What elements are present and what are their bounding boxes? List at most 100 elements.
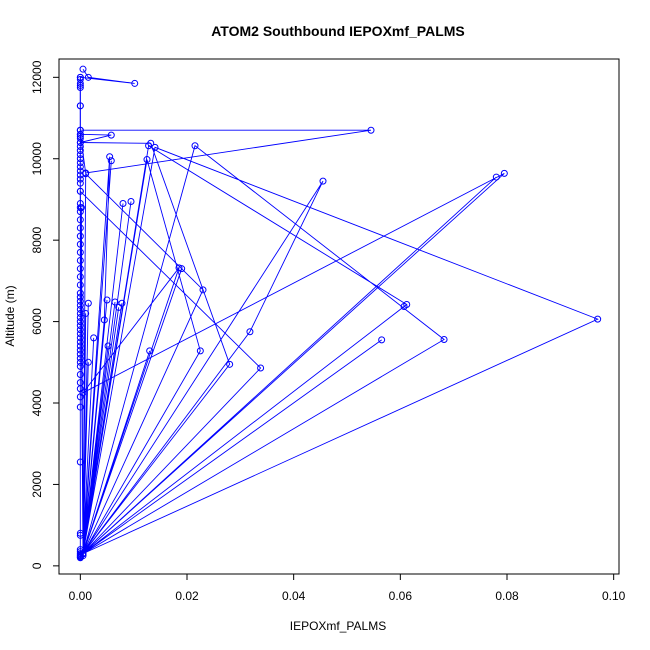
- x-axis: 0.00 0.02 0.04 0.06 0.08 0.10: [69, 574, 626, 603]
- data-point: [106, 153, 114, 161]
- y-tick-label: 4000: [30, 389, 44, 416]
- data-point: [76, 354, 84, 362]
- data-point: [76, 143, 84, 151]
- data-point: [131, 79, 139, 87]
- y-tick-label: 6000: [30, 308, 44, 335]
- data-point: [76, 346, 84, 354]
- data-point: [76, 167, 84, 175]
- data-point: [76, 159, 84, 167]
- data-point: [76, 393, 84, 401]
- data-point: [111, 298, 119, 306]
- data-point: [76, 403, 84, 411]
- y-axis: 0 2000 4000 6000 8000 10000 12000: [30, 60, 59, 569]
- data-point: [319, 177, 327, 185]
- data-point: [76, 134, 84, 142]
- data-point: [103, 296, 111, 304]
- data-point: [76, 322, 84, 330]
- data-point: [76, 338, 84, 346]
- data-point: [246, 328, 254, 336]
- data-point: [76, 216, 84, 224]
- data-point: [76, 330, 84, 338]
- x-tick-label: 0.10: [602, 589, 626, 603]
- data-point: [151, 143, 159, 151]
- data-point: [79, 65, 87, 73]
- series-line: [79, 68, 599, 556]
- y-tick-label: 10000: [30, 142, 44, 176]
- data-point: [594, 315, 602, 323]
- x-tick-label: 0.02: [175, 589, 199, 603]
- data-point: [76, 554, 84, 562]
- plot-frame: [58, 58, 620, 575]
- data-point: [107, 131, 115, 139]
- x-tick-label: 0.08: [495, 589, 519, 603]
- data-point: [76, 281, 84, 289]
- y-tick-label: 8000: [30, 226, 44, 253]
- y-tick-label: 12000: [30, 60, 44, 94]
- data-point: [76, 151, 84, 159]
- y-tick-label: 2000: [30, 471, 44, 498]
- data-point: [146, 347, 154, 355]
- data-point: [492, 173, 500, 181]
- data-point: [76, 293, 84, 301]
- data-point: [257, 364, 265, 372]
- data-point: [76, 257, 84, 265]
- data-point: [76, 240, 84, 248]
- data-point: [84, 299, 92, 307]
- data-point: [107, 157, 115, 165]
- data-point: [84, 358, 92, 366]
- data-point: [84, 73, 92, 81]
- data-point: [76, 314, 84, 322]
- data-point: [76, 531, 84, 539]
- data-point: [100, 316, 108, 324]
- data-point: [196, 347, 204, 355]
- data-point: [76, 179, 84, 187]
- data-point: [76, 334, 84, 342]
- x-tick-label: 0.00: [69, 589, 93, 603]
- data-point: [145, 142, 153, 150]
- data-point: [76, 200, 84, 208]
- data-point: [76, 458, 84, 466]
- data-point: [76, 385, 84, 393]
- data-point: [143, 156, 151, 164]
- data-point: [378, 336, 386, 344]
- data-point: [127, 197, 135, 205]
- data-point: [76, 187, 84, 195]
- data-point: [76, 138, 84, 146]
- data-point: [178, 265, 186, 273]
- data-point: [76, 163, 84, 171]
- data-point: [76, 273, 84, 281]
- data-point: [76, 224, 84, 232]
- chart-title: ATOM2 Southbound IEPOXmf_PALMS: [211, 23, 465, 39]
- data-point: [82, 309, 90, 317]
- x-tick-label: 0.04: [282, 589, 306, 603]
- data-point: [76, 350, 84, 358]
- data-point: [76, 301, 84, 309]
- data-point: [90, 334, 98, 342]
- data-point: [76, 83, 84, 91]
- data-point: [191, 142, 199, 150]
- data-point: [76, 297, 84, 305]
- x-tick-label: 0.06: [389, 589, 413, 603]
- data-point: [226, 360, 234, 368]
- data-point: [76, 529, 84, 537]
- data-point: [76, 130, 84, 138]
- data-point: [76, 79, 84, 87]
- data-point: [76, 371, 84, 379]
- data-point: [76, 175, 84, 183]
- data-point: [76, 342, 84, 350]
- data-point: [76, 248, 84, 256]
- data-point: [76, 265, 84, 273]
- data-point: [76, 204, 84, 212]
- data-point: [76, 318, 84, 326]
- data-point: [76, 362, 84, 370]
- data-point: [76, 232, 84, 240]
- data-point: [115, 303, 123, 311]
- data-point: [76, 171, 84, 179]
- y-tick-label: 0: [30, 562, 44, 569]
- data-point: [76, 75, 84, 83]
- data-point: [76, 309, 84, 317]
- data-point: [76, 155, 84, 163]
- data-point: [76, 289, 84, 297]
- data-point: [440, 336, 448, 344]
